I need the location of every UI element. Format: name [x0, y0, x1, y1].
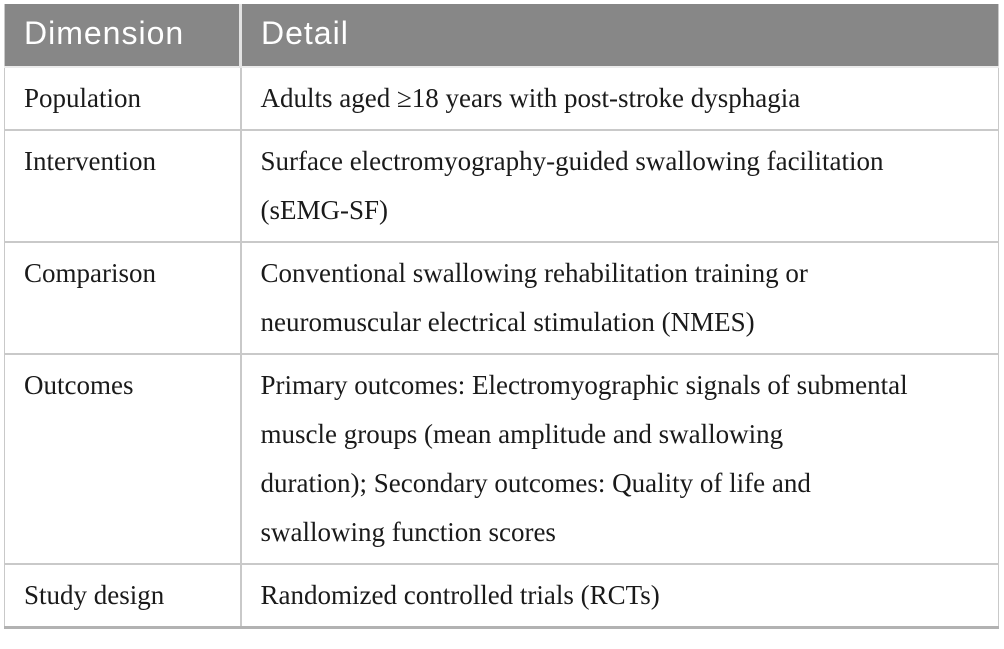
- dimension-cell-study-design: Study design: [4, 563, 242, 628]
- dimension-cell-population: Population: [4, 67, 242, 130]
- table-row-comparison: Comparison Conventional swallowing rehab…: [4, 241, 999, 354]
- dimension-cell-intervention: Intervention: [4, 129, 242, 242]
- table-body: Population Adults aged ≥18 years with po…: [4, 67, 999, 628]
- header-row: Dimension Detail: [4, 4, 999, 68]
- dimension-cell-outcomes: Outcomes: [4, 353, 242, 564]
- table-row-intervention: Intervention Surface electromyography-gu…: [4, 129, 999, 242]
- table-header: Dimension Detail: [4, 4, 999, 68]
- detail-cell-comparison: Conventional swallowing rehabilitation t…: [240, 241, 999, 354]
- detail-cell-study-design: Randomized controlled trials (RCTs): [240, 563, 999, 628]
- picos-eligibility-table: Dimension Detail Population Adults aged …: [4, 4, 999, 629]
- table-row-study-design: Study design Randomized controlled trial…: [4, 563, 999, 628]
- table-row-population: Population Adults aged ≥18 years with po…: [4, 67, 999, 130]
- table-row-outcomes: Outcomes Primary outcomes: Electromyogra…: [4, 353, 999, 564]
- picos-table-container: Dimension Detail Population Adults aged …: [4, 4, 999, 629]
- detail-cell-intervention: Surface electromyography-guided swallowi…: [240, 129, 999, 242]
- detail-cell-outcomes: Primary outcomes: Electromyographic sign…: [240, 353, 999, 564]
- detail-cell-population: Adults aged ≥18 years with post-stroke d…: [240, 67, 999, 130]
- column-header-dimension: Dimension: [4, 4, 242, 68]
- dimension-cell-comparison: Comparison: [4, 241, 242, 354]
- column-header-detail: Detail: [240, 4, 999, 68]
